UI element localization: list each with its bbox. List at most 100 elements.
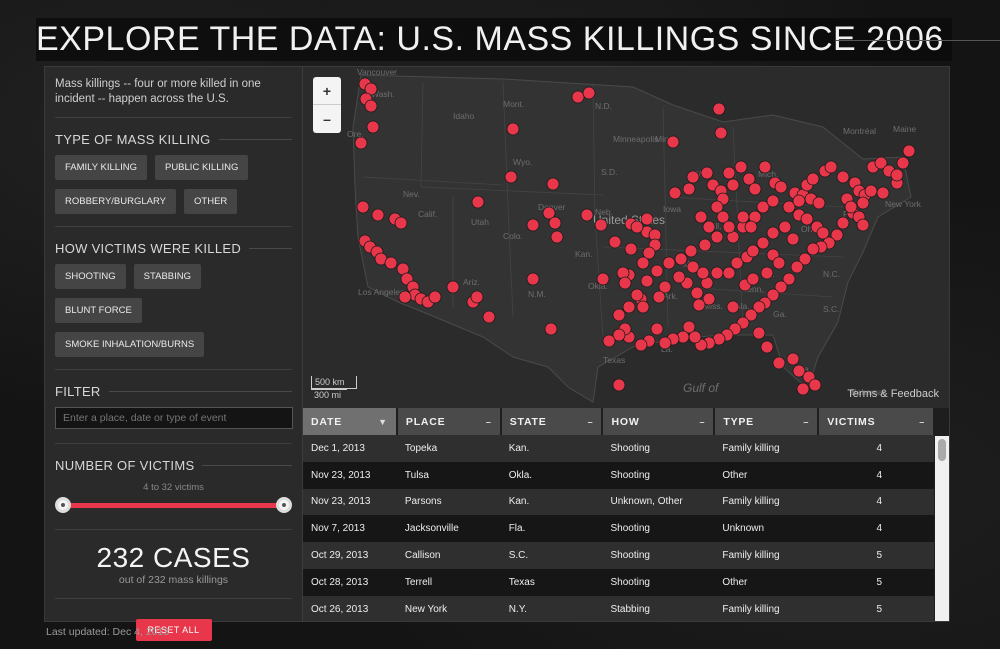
incident-marker[interactable] — [864, 184, 878, 198]
incident-marker[interactable] — [482, 310, 496, 324]
incident-marker[interactable] — [546, 177, 560, 191]
incident-marker[interactable] — [580, 208, 594, 222]
col-header-place[interactable]: PLACE – — [396, 408, 502, 435]
incident-marker[interactable] — [542, 206, 556, 220]
chip-blunt-force[interactable]: BLUNT FORCE — [55, 298, 142, 323]
incident-marker[interactable] — [836, 170, 850, 184]
table-row[interactable]: Nov 23, 2013 Parsons Kan. Unknown, Other Fam… — [303, 488, 934, 516]
scrollbar-thumb[interactable] — [938, 439, 946, 461]
incident-marker[interactable] — [366, 120, 380, 134]
incident-marker[interactable] — [602, 334, 616, 348]
victims-slider[interactable] — [55, 495, 292, 515]
incident-marker[interactable] — [744, 220, 758, 234]
incident-marker[interactable] — [742, 172, 756, 186]
incident-marker[interactable] — [774, 280, 788, 294]
incident-marker[interactable] — [758, 160, 772, 174]
incident-marker[interactable] — [674, 252, 688, 266]
incident-marker[interactable] — [364, 99, 378, 113]
slider-handle-min[interactable] — [55, 497, 71, 513]
filter-input[interactable] — [55, 407, 293, 429]
incident-marker[interactable] — [356, 200, 370, 214]
incident-marker[interactable] — [594, 218, 608, 232]
col-header-type[interactable]: TYPE – — [714, 408, 820, 435]
incident-marker[interactable] — [756, 200, 770, 214]
col-header-date[interactable]: DATE ▼ — [303, 408, 398, 435]
incident-marker[interactable] — [526, 272, 540, 286]
incident-marker[interactable] — [874, 156, 888, 170]
reset-all-button[interactable]: RESET ALL — [135, 619, 212, 641]
incident-marker[interactable] — [694, 210, 708, 224]
incident-marker[interactable] — [612, 308, 626, 322]
incident-marker[interactable] — [384, 256, 398, 270]
chip-shooting[interactable]: SHOOTING — [55, 264, 126, 289]
incident-marker[interactable] — [876, 186, 890, 200]
incident-marker[interactable] — [726, 178, 740, 192]
table-row[interactable]: Oct 26, 2013 New York N.Y. Stabbing Family k… — [303, 595, 934, 621]
incident-marker[interactable] — [364, 82, 378, 96]
incident-marker[interactable] — [808, 378, 822, 392]
incident-marker[interactable] — [726, 300, 740, 314]
incident-marker[interactable] — [830, 228, 844, 242]
incident-marker[interactable] — [650, 264, 664, 278]
incident-marker[interactable] — [798, 252, 812, 266]
incident-marker[interactable] — [766, 194, 780, 208]
incident-marker[interactable] — [710, 200, 724, 214]
table-row[interactable]: Oct 28, 2013 Terrell Texas Shooting Other 5 — [303, 568, 934, 596]
incident-marker[interactable] — [786, 352, 800, 366]
chip-stabbing[interactable]: STABBING — [133, 264, 202, 289]
incident-marker[interactable] — [692, 298, 706, 312]
incident-marker[interactable] — [812, 196, 826, 210]
incident-marker[interactable] — [778, 220, 792, 234]
incident-marker[interactable] — [612, 328, 626, 342]
incident-marker[interactable] — [504, 170, 518, 184]
incident-marker[interactable] — [844, 200, 858, 214]
incident-marker[interactable] — [690, 286, 704, 300]
incident-marker[interactable] — [394, 216, 408, 230]
incident-marker[interactable] — [766, 288, 780, 302]
col-header-victims[interactable]: VICTIMS – — [818, 408, 935, 435]
incident-marker[interactable] — [398, 290, 412, 304]
incident-marker[interactable] — [471, 195, 485, 209]
terms-feedback-link[interactable]: Terms & Feedback — [847, 388, 939, 400]
incident-marker[interactable] — [710, 266, 724, 280]
incident-marker[interactable] — [714, 126, 728, 140]
incident-marker[interactable] — [856, 196, 870, 210]
incident-marker[interactable] — [571, 90, 585, 104]
table-row[interactable]: Nov 7, 2013 Jacksonville Fla. Shooting Unkno… — [303, 515, 934, 543]
incident-marker[interactable] — [744, 308, 758, 322]
incident-marker[interactable] — [702, 220, 716, 234]
incident-marker[interactable] — [548, 216, 562, 230]
incident-marker[interactable] — [618, 276, 632, 290]
incident-marker[interactable] — [746, 272, 760, 286]
incident-marker[interactable] — [696, 266, 710, 280]
incident-marker[interactable] — [774, 180, 788, 194]
incident-marker[interactable] — [836, 216, 850, 230]
incident-marker[interactable] — [856, 218, 870, 232]
incident-marker[interactable] — [550, 230, 564, 244]
chip-robbery-burglary[interactable]: ROBBERY/BURGLARY — [55, 189, 177, 214]
incident-marker[interactable] — [734, 160, 748, 174]
incident-marker[interactable] — [746, 244, 760, 258]
incident-marker[interactable] — [730, 256, 744, 270]
incident-marker[interactable] — [650, 322, 664, 336]
incident-marker[interactable] — [596, 272, 610, 286]
incident-marker[interactable] — [640, 274, 654, 288]
incident-marker[interactable] — [712, 102, 726, 116]
incident-marker[interactable] — [782, 272, 796, 286]
incident-marker[interactable] — [786, 232, 800, 246]
incident-marker[interactable] — [658, 280, 672, 294]
incident-marker[interactable] — [824, 160, 838, 174]
chip-smoke-inhalation[interactable]: SMOKE INHALATION/BURNS — [55, 332, 205, 357]
incident-marker[interactable] — [752, 326, 766, 340]
incident-marker[interactable] — [792, 194, 806, 208]
incident-marker[interactable] — [686, 260, 700, 274]
incident-marker[interactable] — [470, 290, 484, 304]
incident-marker[interactable] — [766, 226, 780, 240]
map[interactable]: Vancouver Wash. Ore. Idaho Mont. N.D. Minneapo… — [303, 67, 949, 408]
incident-marker[interactable] — [666, 135, 680, 149]
table-row[interactable]: Oct 29, 2013 Callison S.C. Shooting Family k… — [303, 542, 934, 569]
incident-marker[interactable] — [698, 238, 712, 252]
incident-marker[interactable] — [506, 122, 520, 136]
incident-marker[interactable] — [790, 260, 804, 274]
incident-marker[interactable] — [792, 364, 806, 378]
